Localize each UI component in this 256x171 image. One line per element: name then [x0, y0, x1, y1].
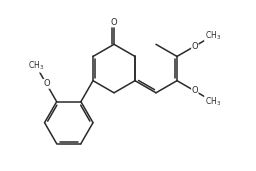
Text: O: O — [111, 18, 117, 27]
Text: CH$_3$: CH$_3$ — [205, 30, 221, 42]
Text: O: O — [43, 79, 50, 88]
Text: CH$_3$: CH$_3$ — [28, 60, 44, 72]
Text: O: O — [191, 87, 198, 95]
Text: CH$_3$: CH$_3$ — [205, 95, 221, 108]
Text: O: O — [191, 42, 198, 51]
